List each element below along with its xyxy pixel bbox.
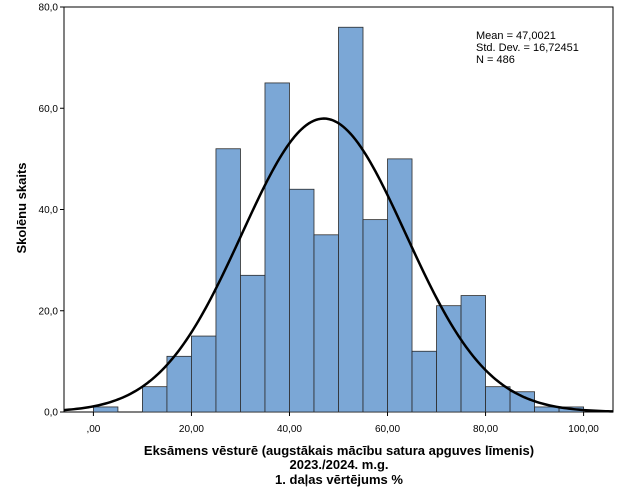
y-tick-label: 20,0 (39, 306, 59, 317)
histogram-bar (460, 295, 486, 413)
histogram-bar (387, 158, 413, 413)
histogram-bar (191, 335, 217, 413)
histogram-bar (362, 219, 388, 413)
normal-curve (63, 117, 614, 413)
x-axis-ticks: ,00 20,00 40,00 60,00 80,00 100,00 (86, 412, 599, 435)
x-tick-label: 40,00 (277, 424, 302, 435)
y-tick-label: 0,0 (44, 408, 58, 419)
x-tick-label: ,00 (86, 424, 100, 435)
histogram-bar (509, 391, 535, 413)
stats-n: N = 486 (476, 54, 515, 66)
histogram-bar (264, 82, 290, 413)
histogram-bar (289, 188, 315, 413)
x-tick-label: 60,00 (375, 424, 400, 435)
y-tick-label: 60,0 (39, 104, 59, 115)
y-tick-label: 80,0 (39, 3, 59, 14)
x-tick-label: 20,00 (179, 424, 204, 435)
histogram-bar (240, 274, 266, 413)
x-axis-title-line-1: Eksāmens vēsturē (augstākais mācību satu… (144, 443, 534, 458)
x-tick-label: 80,00 (473, 424, 498, 435)
x-axis-title-line-3: 1. daļas vērtējums % (275, 472, 403, 487)
histogram-bar (93, 406, 119, 413)
x-axis-title-line-2: 2023./2024. m.g. (289, 457, 388, 472)
y-tick-label: 40,0 (39, 205, 59, 216)
histogram-bar (338, 26, 364, 413)
stats-mean: Mean = 47,0021 (476, 30, 556, 42)
x-tick-label: 100,00 (568, 424, 599, 435)
histogram-bar (436, 305, 462, 413)
stats-std-dev: Std. Dev. = 16,72451 (476, 42, 579, 54)
histogram-bar (142, 386, 168, 413)
histogram-bar (411, 350, 437, 413)
histogram-bar (313, 234, 339, 413)
histogram-bar (166, 355, 192, 413)
histogram-bars (93, 26, 584, 413)
histogram-bar (485, 386, 511, 413)
y-axis-ticks: 0,0 20,0 40,0 60,0 80,0 (39, 3, 64, 419)
y-axis-title: Skolēnu skaits (14, 162, 29, 253)
